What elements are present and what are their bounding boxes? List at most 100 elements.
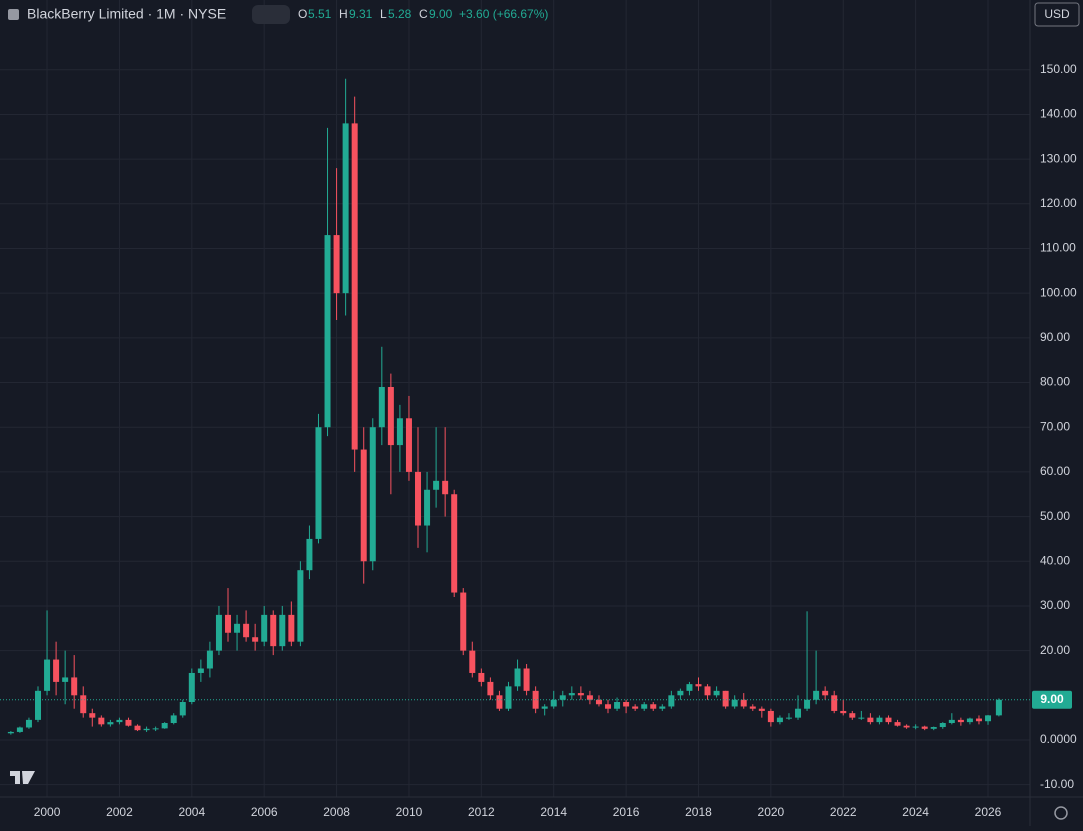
candle-body	[577, 693, 584, 696]
candle-body	[995, 699, 1002, 716]
candle-body	[966, 718, 973, 723]
toggle-button[interactable]	[252, 5, 290, 24]
candle-body	[487, 681, 494, 696]
currency[interactable]: USD	[1044, 7, 1070, 21]
candle-body	[903, 725, 910, 728]
x-tick-label: 2012	[468, 805, 495, 819]
y-tick-label: 50.00	[1040, 509, 1070, 523]
candle-body	[713, 690, 720, 696]
candle-body	[324, 235, 331, 428]
candle-body	[532, 690, 539, 709]
logo-icon	[8, 9, 19, 20]
candle-body	[206, 650, 213, 669]
candles	[7, 78, 1002, 735]
candle-body	[134, 725, 141, 731]
y-tick-label: 100.00	[1040, 285, 1077, 299]
candle-body	[71, 677, 78, 696]
x-tick-label: 2018	[685, 805, 712, 819]
y-tick-label: 20.00	[1040, 643, 1070, 657]
y-tick-label: 70.00	[1040, 419, 1070, 433]
x-tick-label: 2004	[178, 805, 205, 819]
x-tick-label: 2022	[830, 805, 857, 819]
candle-body	[885, 717, 892, 723]
candle-body	[62, 677, 69, 682]
candle-body	[35, 690, 42, 720]
candle-body	[252, 637, 259, 642]
candle-body	[930, 727, 937, 729]
candle-body	[261, 614, 268, 642]
y-tick-label: 110.00	[1040, 241, 1076, 255]
candle-body	[749, 706, 756, 709]
candle-body	[650, 704, 657, 709]
close-value: 9.00	[429, 7, 453, 21]
candle-body	[894, 722, 901, 726]
candle-body	[243, 623, 250, 638]
low-value: 5.28	[388, 7, 412, 21]
candle-body	[98, 717, 105, 725]
candle-body	[107, 722, 114, 725]
high-label: H	[339, 7, 348, 21]
candle-body	[876, 717, 883, 723]
candle-body	[623, 702, 630, 707]
candle-body	[44, 659, 51, 691]
candle-body	[858, 717, 865, 719]
candle-body	[433, 480, 440, 490]
x-tick-label: 2008	[323, 805, 350, 819]
high-value: 9.31	[349, 7, 373, 21]
candle-body	[351, 123, 358, 450]
x-tick-label: 2000	[34, 805, 61, 819]
candle-body	[442, 480, 449, 495]
grid	[0, 0, 1030, 797]
candle-body	[704, 686, 711, 696]
low-label: L	[380, 7, 387, 21]
candle-body	[822, 690, 829, 696]
candle-body	[80, 695, 87, 714]
candle-body	[804, 699, 811, 709]
y-tick-label: 60.00	[1040, 464, 1070, 478]
candle-body	[758, 708, 765, 711]
candle-body	[831, 695, 838, 711]
candle-body	[478, 672, 485, 682]
candle-body	[378, 387, 385, 428]
candle-body	[179, 702, 186, 716]
currency-button[interactable]	[1034, 2, 1080, 27]
candle-body	[161, 723, 168, 729]
y-tick-label: 80.00	[1040, 375, 1070, 389]
candle-body	[523, 668, 530, 691]
candle-body	[659, 706, 666, 709]
candle-body	[315, 427, 322, 539]
candle-body	[53, 659, 60, 682]
candle-body	[360, 449, 367, 562]
candle-body	[550, 699, 557, 707]
y-tick-label: 90.00	[1040, 330, 1070, 344]
candle-body	[306, 538, 313, 571]
candle-body	[424, 489, 431, 526]
x-tick-label: 2010	[396, 805, 423, 819]
candle-body	[840, 710, 847, 714]
candle-body	[396, 418, 403, 446]
candle-body	[496, 695, 503, 709]
candle-body	[921, 726, 928, 729]
candle-body	[143, 728, 150, 731]
last-price-tag	[1032, 690, 1072, 709]
candle-body	[939, 723, 946, 728]
candle-body	[387, 387, 394, 446]
candle-body	[632, 706, 639, 709]
candle-body	[686, 684, 693, 691]
x-tick-label: 2006	[251, 805, 278, 819]
candle-body	[985, 715, 992, 722]
settings-icon[interactable]	[1054, 806, 1068, 820]
candle-body	[767, 710, 774, 723]
candle-body	[948, 719, 955, 724]
candle-body	[541, 706, 548, 709]
candle-body	[333, 235, 340, 294]
candle-body	[152, 728, 159, 730]
candle-body	[7, 731, 14, 734]
open-value: 5.51	[308, 7, 332, 21]
close-label: C	[419, 7, 428, 21]
candle-body	[16, 727, 23, 732]
change-value: +3.60 (+66.67%)	[459, 7, 548, 21]
open-label: O	[298, 7, 307, 21]
